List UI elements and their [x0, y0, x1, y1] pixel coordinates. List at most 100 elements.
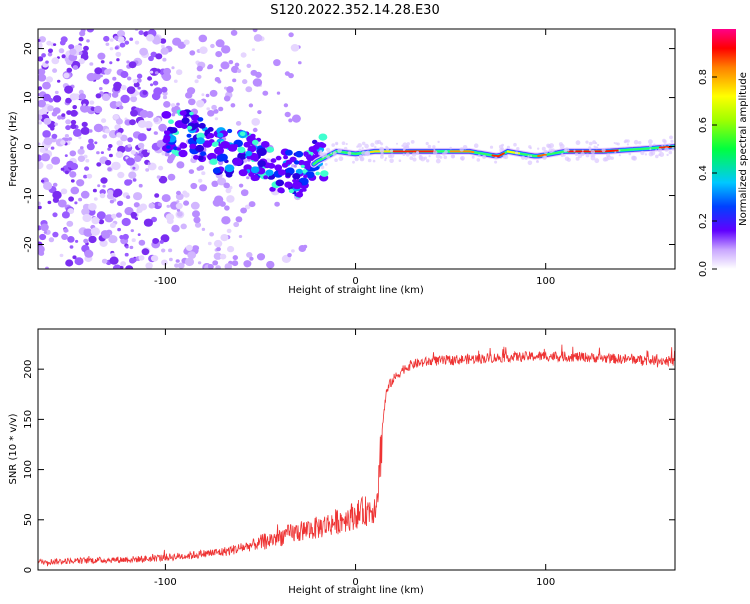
spectrogram-halo-dot — [476, 158, 481, 162]
spectrogram-noise-blob — [54, 90, 59, 95]
spectrogram-halo-dot — [606, 153, 611, 158]
spectrogram-halo-dot — [473, 143, 479, 148]
spectrogram-noise-blob — [218, 106, 224, 112]
spectrogram-noise-blob — [47, 52, 53, 57]
spectrogram-noise-blob — [116, 140, 123, 147]
spectrogram-noise-blob — [80, 29, 86, 33]
spectrogram-halo-dot — [613, 142, 616, 144]
colorbar-label: Normalized spectral amplitude — [738, 72, 749, 226]
snr-series-line — [38, 344, 675, 567]
spectrogram-halo-dot — [319, 149, 323, 153]
spectrogram-noise-blob — [182, 190, 188, 195]
spectrogram-noise-blob — [46, 163, 53, 170]
spectrogram-noise-blob — [65, 119, 71, 125]
spectrogram-ridge-blob — [189, 143, 197, 150]
spectrogram-ridge-blob — [285, 149, 293, 156]
spectrogram-ridge-blob — [247, 165, 252, 169]
spectrogram-noise-blob — [132, 178, 137, 182]
spectrogram-noise-blob — [235, 216, 243, 223]
spectrogram-noise-blob — [154, 71, 159, 75]
spectrogram-noise-blob — [66, 160, 74, 168]
spectrogram-noise-blob — [209, 89, 218, 97]
spectrogram-halo-dot — [442, 152, 446, 156]
spectrogram-ridge-blob — [275, 179, 285, 187]
spectrogram-noise-blob — [145, 168, 150, 172]
spectrogram-noise-blob — [99, 239, 108, 247]
spectrogram-noise-blob — [84, 249, 94, 258]
spectrogram-noise-blob — [184, 257, 195, 267]
spectrogram-noise-blob — [170, 103, 176, 108]
spectrogram-noise-blob — [220, 61, 230, 70]
spectrogram-halo-dot — [618, 149, 621, 152]
spectrogram-noise-blob — [83, 229, 88, 233]
spectrogram-noise-blob — [98, 219, 105, 225]
snr-frame — [37, 328, 676, 571]
spectrogram-noise-blob — [131, 238, 136, 243]
spectrogram-noise-blob — [196, 74, 202, 79]
spectrogram-halo-dot — [428, 155, 431, 158]
spectrogram-halo-dot — [566, 157, 572, 162]
spectrogram-noise-blob — [161, 86, 168, 93]
spectrogram-noise-blob — [82, 213, 92, 223]
spectrogram-noise-blob — [86, 173, 93, 179]
spectrogram-noise-blob — [117, 127, 124, 134]
spectrogram-halo-dot — [380, 142, 384, 146]
spectrogram-halo-dot — [335, 142, 338, 145]
spectrogram-noise-blob — [252, 78, 263, 87]
spectrogram-noise-blob — [144, 120, 153, 129]
spectrogram-noise-blob — [147, 162, 151, 165]
spectrogram-ridge-blob — [161, 111, 172, 119]
spectrogram-noise-blob — [119, 42, 126, 48]
spectrogram-noise-blob — [233, 221, 240, 228]
spectrogram-halo-dot — [433, 149, 436, 151]
spectrogram-noise-blob — [180, 223, 187, 230]
spectrogram-ridge-blob — [281, 162, 289, 168]
spectrogram-noise-blob — [70, 186, 80, 195]
spectrogram-halo-dot — [435, 158, 441, 164]
spectrogram-halo-dot — [626, 139, 630, 143]
spectrogram-noise-blob — [109, 222, 116, 229]
spectrogram-noise-blob — [153, 131, 158, 135]
colorbar-gradient — [712, 29, 736, 269]
spectrogram-noise-blob — [138, 30, 144, 36]
spectrogram-noise-blob — [137, 233, 141, 237]
spectrogram-noise-blob — [220, 234, 229, 242]
spectrogram-halo-dot — [664, 147, 669, 152]
spectrogram-halo-dot — [585, 153, 590, 158]
spectrogram-noise-blob — [116, 132, 123, 138]
spectrogram-halo-dot — [541, 146, 546, 151]
snr-ticks: -100 0 100 0 50 100 150 200 — [23, 329, 675, 588]
spectrogram-noise-blob — [224, 205, 230, 211]
spectrogram-noise-blob — [211, 104, 217, 110]
spectrogram-noise-blob — [38, 201, 41, 206]
spectrogram-noise-blob — [101, 93, 111, 101]
spectrogram-noise-blob — [72, 255, 77, 260]
spectrogram-halo-dot — [663, 139, 667, 144]
spectrogram-noise-blob — [298, 61, 302, 65]
spectrogram-noise-blob — [189, 50, 196, 56]
spectrogram-noise-blob — [99, 74, 103, 78]
spectrogram-noise-blob — [185, 92, 193, 99]
spectrogram-noise-blob — [212, 260, 219, 266]
spectrogram-noise-blob — [116, 30, 126, 38]
spectrogram-noise-blob — [175, 202, 183, 210]
spectrogram-noise-blob — [198, 34, 208, 43]
spectrogram-halo-dot — [626, 143, 630, 146]
spectrogram-noise-blob — [68, 196, 74, 202]
spectrogram-noise-blob — [108, 235, 118, 244]
spectrogram-noise-blob — [69, 150, 77, 157]
spectrogram-noise-blob — [124, 40, 130, 45]
spectrogram-noise-blob — [210, 43, 215, 49]
spectrogram-noise-blob — [111, 213, 117, 219]
spectrogram-noise-blob — [221, 45, 231, 54]
spectrogram-ridge-blob — [250, 166, 260, 174]
spectrogram-halo-dot — [503, 154, 509, 160]
spectrogram-noise-blob — [193, 216, 201, 224]
spectrogram-ridge-blob — [267, 162, 276, 169]
spectrogram-noise-blob — [103, 35, 110, 42]
spectrogram-noise-blob — [43, 230, 48, 234]
spectrogram-noise-blob — [274, 201, 280, 207]
spectrogram-noise-blob — [173, 79, 178, 83]
spectrogram-noise-blob — [251, 118, 260, 126]
spectrogram-noise-blob — [166, 204, 171, 208]
